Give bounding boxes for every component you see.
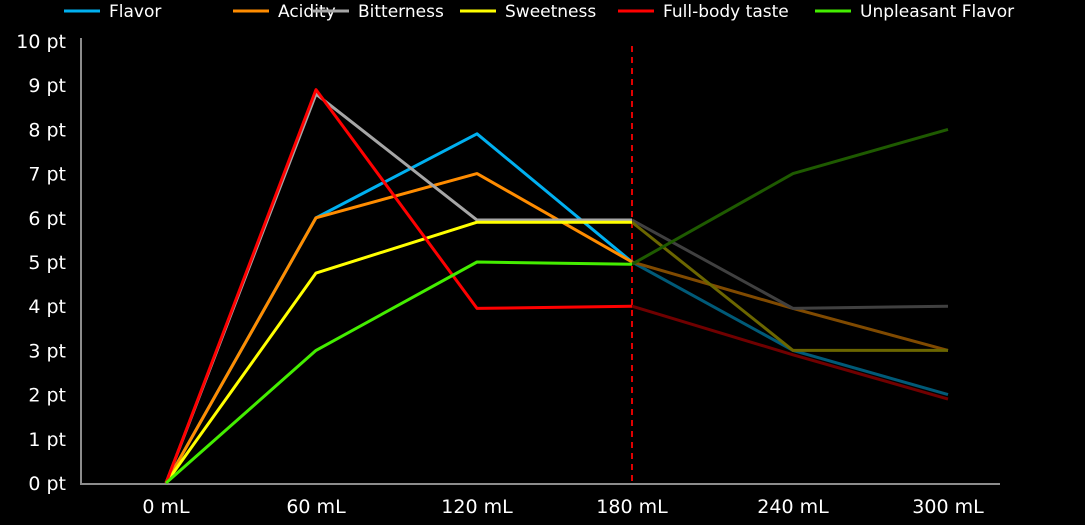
series-line-dimmed-3 [631,221,948,352]
series-line-3 [164,220,632,484]
y-tick-label: 8 pt [28,119,66,141]
legend-item: Flavor [64,2,161,22]
y-tick-label: 7 pt [28,164,66,186]
y-tick-label: 0 pt [28,473,66,495]
x-axis: 0 mL 60 mL 120 mL 180 mL 240 mL 300 mL [142,496,984,518]
series-line-dimmed-4 [631,304,949,401]
legend-label: Bitterness [358,2,444,22]
legend-item: Full-body taste [618,2,789,22]
y-tick-label: 2 pt [28,385,66,407]
y-axis: 0 pt 1 pt 2 pt 3 pt 4 pt 5 pt 6 pt 7 pt 8 pt 9 pt… [16,31,66,495]
series-line-1 [164,172,633,484]
legend-label: Acidity [278,2,336,22]
y-tick-label: 1 pt [28,429,66,451]
x-tick-label: 120 mL [441,496,513,518]
x-tick-label: 0 mL [142,496,190,518]
y-tick-label: 4 pt [28,296,66,318]
x-tick-label: 240 mL [757,496,829,518]
series-line-dimmed-2 [631,218,949,310]
y-tick-label: 5 pt [28,252,66,274]
series-line-2 [164,92,632,484]
legend-label: Flavor [109,2,161,22]
x-tick-label: 60 mL [286,496,346,518]
y-tick-label: 9 pt [28,75,66,97]
series-line-dimmed-5 [631,127,949,266]
series-line-5 [165,260,633,485]
legend: Flavor Acidity Bitterness Sweetness Full-bod… [64,2,1014,22]
x-tick-label: 180 mL [596,496,668,518]
series-line-dimmed-0 [631,260,949,397]
legend-item: Bitterness [313,2,444,22]
legend-item: Sweetness [460,2,596,22]
legend-label: Full-body taste [663,2,789,22]
legend-label: Unpleasant Flavor [860,2,1014,22]
legend-label: Sweetness [505,2,596,22]
x-tick-label: 300 mL [912,496,984,518]
y-tick-label: 6 pt [28,208,66,230]
series-line-4 [164,88,633,484]
legend-item: Acidity [233,2,336,22]
series-lines [164,88,949,485]
legend-item: Unpleasant Flavor [815,2,1014,22]
y-tick-label: 3 pt [28,340,66,362]
y-tick-label: 10 pt [16,31,66,53]
